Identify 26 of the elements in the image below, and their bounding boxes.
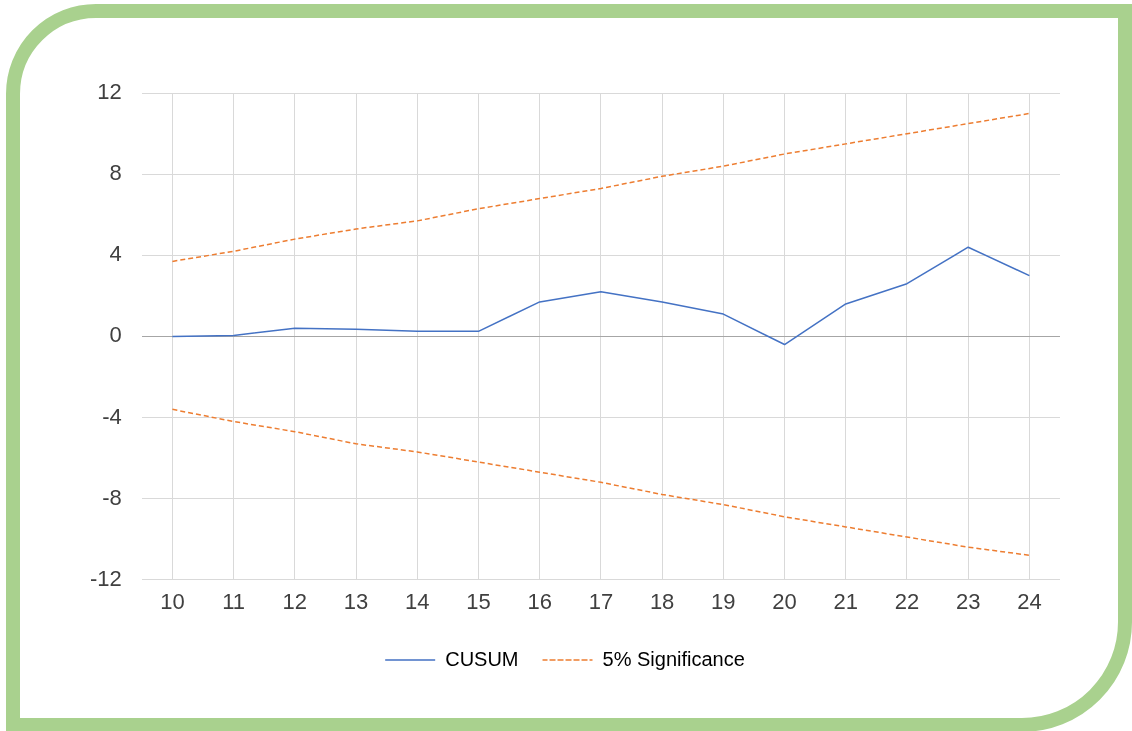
x-tick-label: 13	[343, 588, 369, 614]
x-tick-label: 16	[527, 588, 552, 614]
x-tick-label: 17	[588, 588, 614, 614]
y-tick-label: 12	[97, 79, 122, 105]
x-tick-label: 19	[711, 588, 736, 614]
x-tick-label: 21	[833, 588, 858, 614]
x-tick-label: 10	[160, 588, 185, 614]
x-tick-label: 22	[894, 588, 920, 614]
line-series	[171, 408, 1031, 557]
x-tick-label: 14	[405, 588, 430, 614]
x-tick-label: 23	[955, 588, 981, 614]
line-series	[171, 112, 1031, 263]
x-tick-label: 11	[222, 588, 246, 614]
y-tick-label: -4	[102, 403, 122, 429]
legend-label: CUSUM	[445, 647, 519, 670]
x-tick-label: 15	[466, 588, 491, 614]
x-tick-label: 18	[649, 588, 675, 614]
x-tick-label: 12	[282, 588, 308, 614]
y-tick-label: 8	[109, 160, 122, 186]
y-tick-label: -12	[90, 565, 122, 591]
y-tick-label: -8	[102, 484, 122, 510]
legend-label: 5% Significance	[602, 647, 745, 670]
x-tick-label: 24	[1017, 588, 1042, 614]
y-tick-label: 4	[109, 241, 122, 267]
y-tick-label: 0	[109, 322, 122, 348]
x-tick-label: 20	[772, 588, 797, 614]
